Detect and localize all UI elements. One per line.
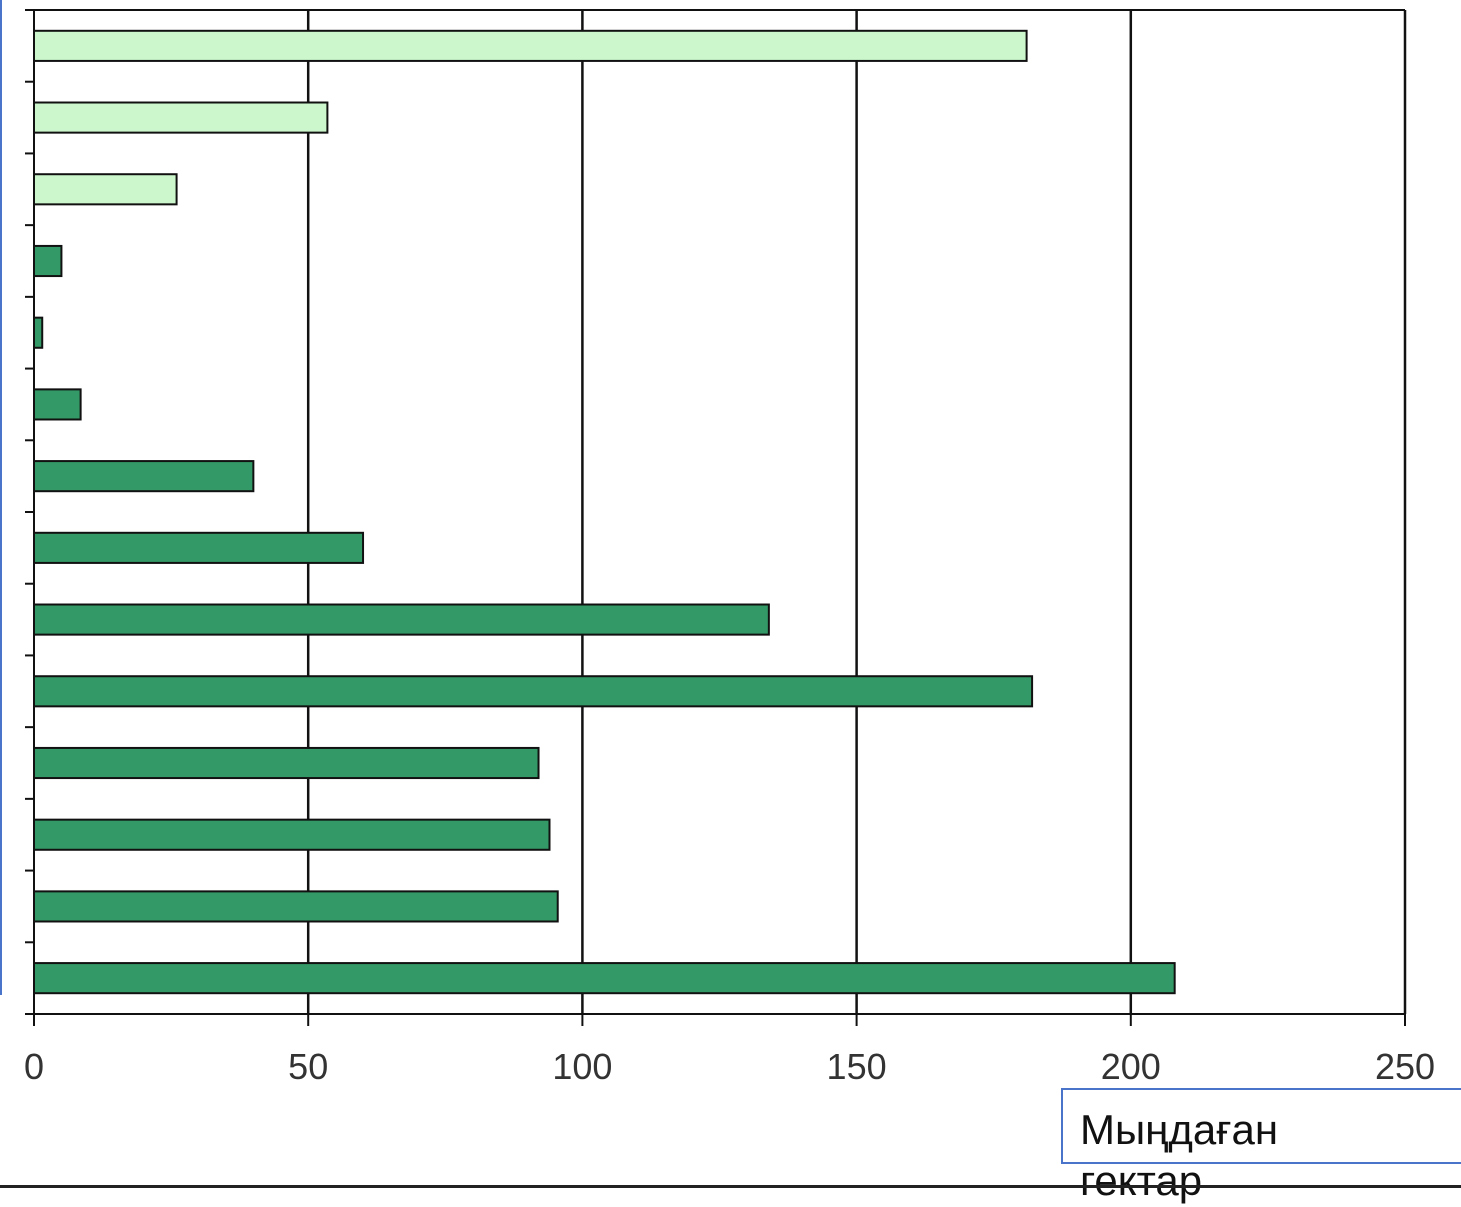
bar — [33, 531, 365, 564]
left-rule — [0, 0, 2, 995]
bar — [33, 818, 551, 851]
bar — [33, 962, 1176, 995]
x-axis-unit-label: Мыңдаған гектар — [1080, 1106, 1279, 1204]
axis-unit-box — [1061, 1088, 1461, 1164]
x-tick-label: 0 — [24, 1046, 44, 1087]
bar — [33, 388, 82, 421]
bar — [33, 460, 255, 493]
x-tick-label: 150 — [827, 1046, 887, 1087]
bar — [33, 173, 178, 206]
x-tick-label: 50 — [288, 1046, 328, 1087]
bar — [33, 29, 1028, 62]
x-tick-label: 200 — [1101, 1046, 1161, 1087]
bar — [33, 603, 770, 636]
bar — [33, 890, 559, 923]
bar — [33, 675, 1034, 708]
bottom-rule — [0, 1185, 1461, 1188]
bar — [33, 244, 63, 278]
x-tick-label: 100 — [552, 1046, 612, 1087]
bar — [33, 101, 329, 134]
bar — [33, 316, 44, 349]
bar — [33, 746, 540, 780]
x-tick-label: 250 — [1375, 1046, 1435, 1087]
